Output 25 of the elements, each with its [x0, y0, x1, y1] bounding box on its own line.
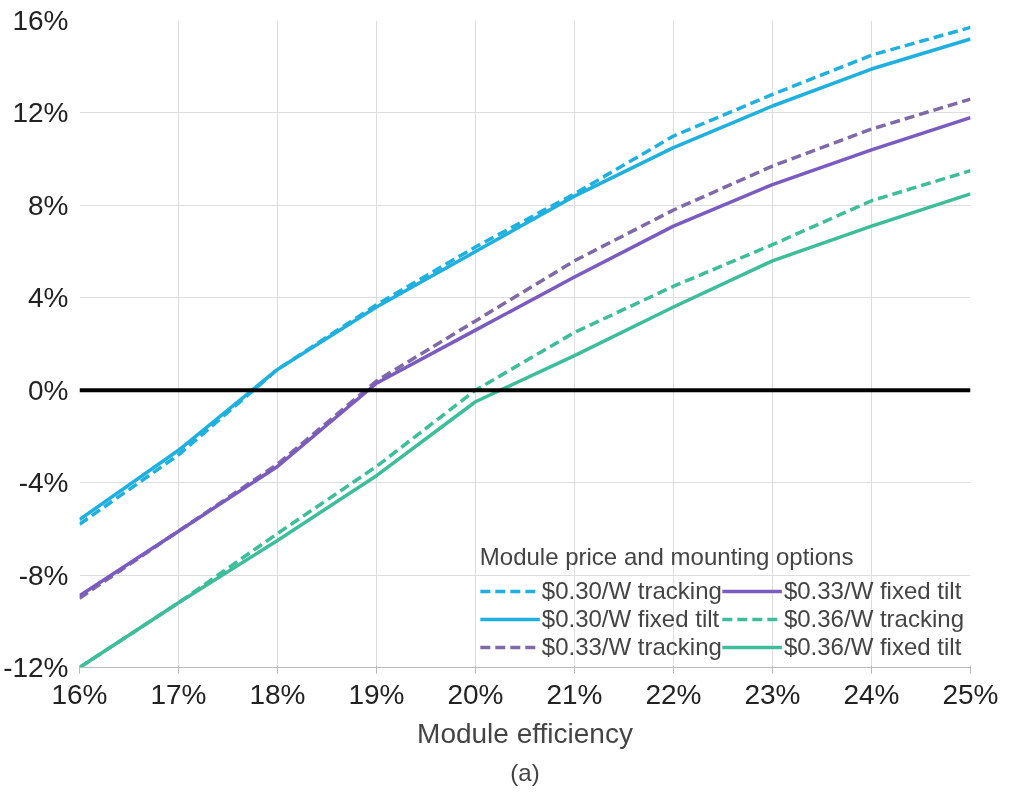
- x-tick-label: 24%: [843, 678, 900, 710]
- legend-label: $0.36/W fixed tilt: [783, 633, 962, 661]
- y-tick-label: -4%: [18, 467, 69, 499]
- x-tick-label: 21%: [546, 678, 603, 710]
- x-tick-label: 20%: [447, 678, 504, 710]
- y-tick-label: 8%: [28, 189, 69, 221]
- x-tick-label: 25%: [942, 678, 999, 710]
- x-tick-label: 19%: [348, 678, 405, 710]
- x-tick-label: 17%: [150, 678, 207, 710]
- legend-label: $0.33/W fixed tilt: [783, 577, 962, 605]
- y-tick-label: -8%: [18, 559, 69, 591]
- x-axis-title: Module efficiency: [417, 717, 633, 749]
- y-tick-label: 4%: [28, 282, 69, 314]
- legend-title: Module price and mounting options: [479, 543, 855, 571]
- text: (a): [510, 758, 540, 786]
- legend-label: $0.30/W tracking: [541, 577, 722, 605]
- y-tick-label: 16%: [12, 5, 69, 36]
- legend-label: $0.33/W tracking: [541, 633, 722, 661]
- legend-label: $0.36/W tracking: [783, 605, 964, 633]
- y-tick-label: 12%: [12, 97, 69, 129]
- x-tick-label: 22%: [645, 678, 702, 710]
- x-tick-label: 18%: [249, 678, 306, 710]
- x-tick-label: 23%: [744, 678, 801, 710]
- legend-label: $0.30/W fixed tilt: [541, 605, 720, 633]
- y-tick-label: 0%: [28, 374, 69, 406]
